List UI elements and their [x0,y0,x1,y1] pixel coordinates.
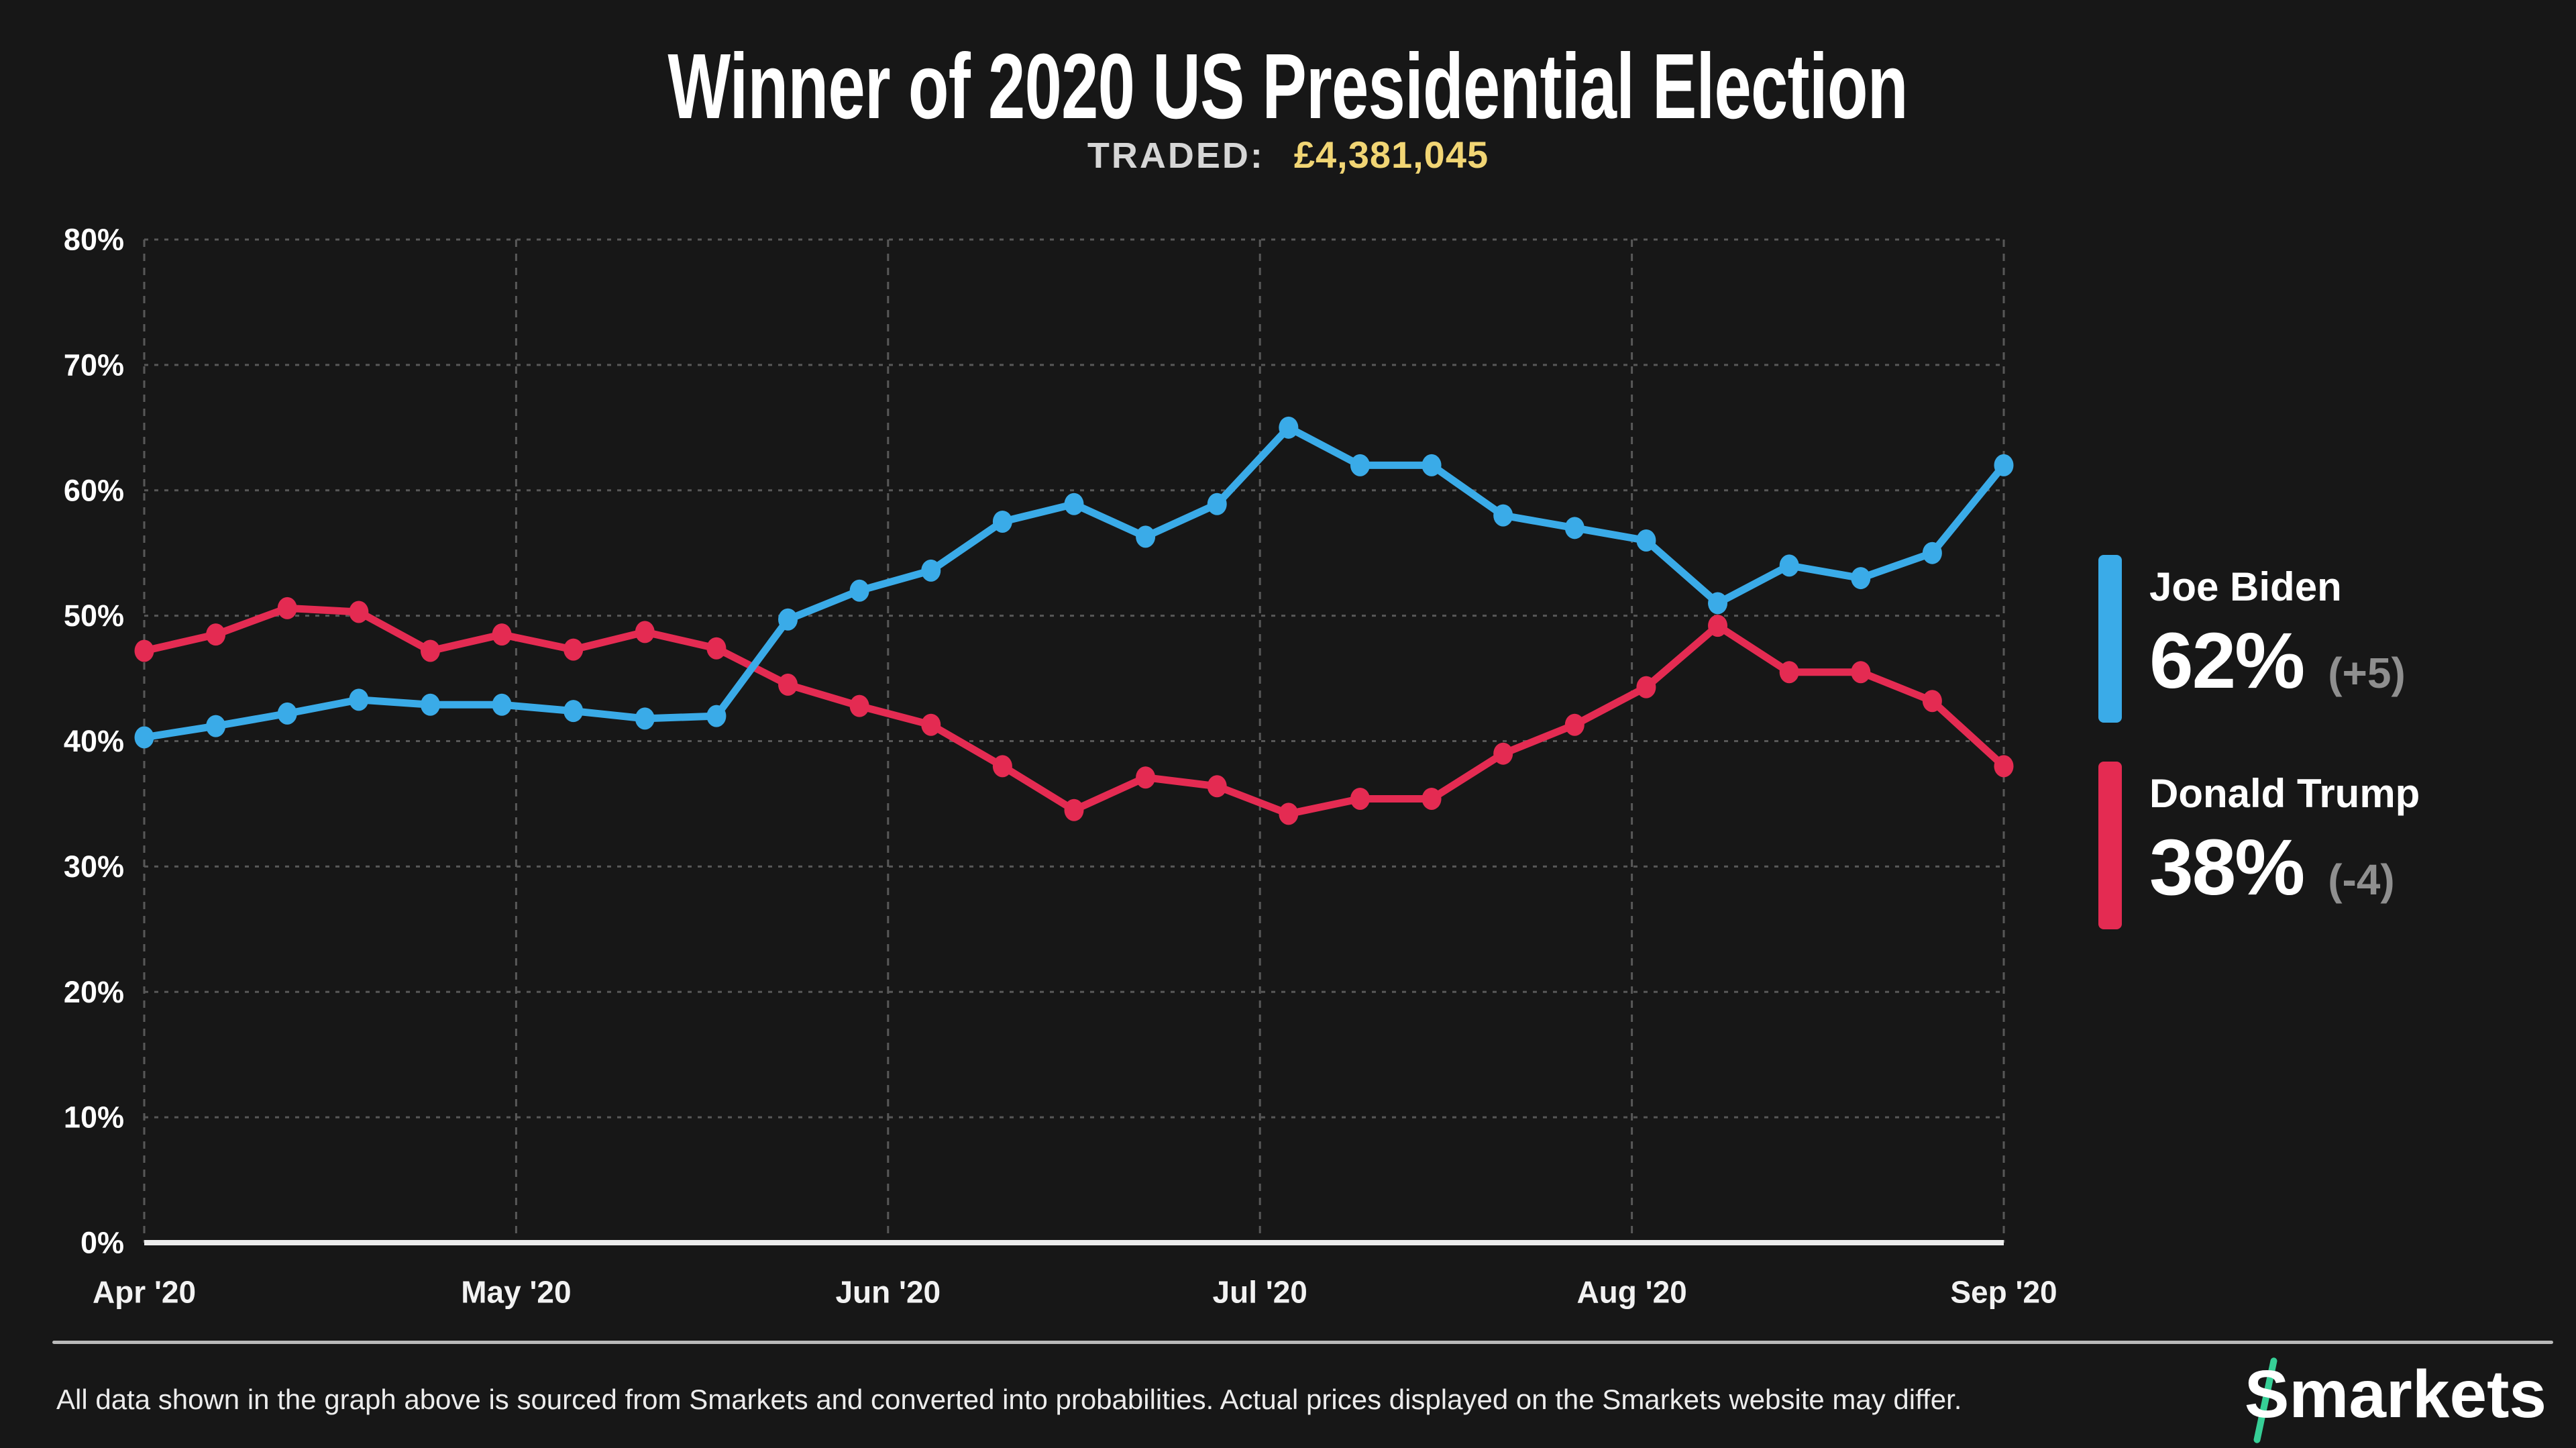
svg-text:60%: 60% [64,473,124,507]
trump-series [134,597,2014,825]
biden-color-bar [2098,555,2122,723]
y-axis-labels: 0% 10% 20% 30% 40% 50% 60% 70% 80% [64,223,124,1260]
biden-point [1779,554,1799,577]
page-title: Winner of 2020 US Presidential Election [0,34,2576,140]
svg-text:30%: 30% [64,849,124,884]
trump-point [420,639,440,662]
svg-text:50%: 50% [64,599,124,633]
trump-point [778,673,798,696]
smarkets-logo: Smarkets [2245,1357,2546,1444]
trump-point [1350,787,1370,810]
biden-value-row: 62% (+5) [2149,621,2406,701]
svg-text:Sep '20: Sep '20 [1950,1275,2057,1310]
svg-text:Jul '20: Jul '20 [1213,1275,1307,1310]
biden-point [921,559,941,582]
trump-point [206,623,226,646]
biden-point [1851,567,1871,590]
biden-name: Joe Biden [2149,564,2342,609]
svg-text:20%: 20% [64,975,124,1009]
svg-text:40%: 40% [64,724,124,758]
biden-point [635,707,655,730]
trump-point [1851,661,1871,684]
biden-point [420,693,440,716]
trump-point [1207,775,1227,798]
traded-label: TRADED: [1087,136,1265,176]
biden-point [564,700,584,723]
biden-point [1708,592,1728,615]
biden-point [1922,541,1942,564]
biden-point [992,510,1012,533]
biden-current-value: 62% [2149,617,2305,705]
biden-point [1207,493,1227,515]
trump-current-value: 38% [2149,823,2305,912]
biden-point [1279,416,1299,439]
biden-point [706,705,727,727]
trump-point [1922,690,1942,713]
biden-point [1994,454,2014,476]
trump-point [849,694,869,717]
trump-change: (-4) [2328,856,2395,904]
biden-line [140,423,2008,741]
svg-text:70%: 70% [64,348,124,382]
biden-point [349,688,369,711]
trump-point [1564,713,1585,736]
biden-point [134,726,154,749]
trump-point [706,637,727,660]
trump-point [1493,742,1513,765]
trump-point [492,623,512,646]
biden-point [1136,525,1156,548]
trump-point [1994,755,2014,778]
svg-text:Aug '20: Aug '20 [1576,1275,1686,1310]
trump-point [1064,798,1084,821]
trump-value-row: 38% (-4) [2149,828,2395,907]
biden-point [1064,493,1084,515]
biden-change: (+5) [2328,649,2406,697]
trump-point [992,755,1012,778]
svg-text:May '20: May '20 [461,1275,571,1310]
svg-text:Jun '20: Jun '20 [835,1275,941,1310]
biden-point [492,693,512,716]
trump-point [564,638,584,661]
svg-text:0%: 0% [80,1226,124,1260]
trump-point [1708,615,1728,637]
svg-text:Apr '20: Apr '20 [93,1275,196,1310]
logo-wordmark: Smarkets [2244,1357,2546,1432]
biden-point [206,715,226,737]
biden-series [134,416,2014,749]
trump-point [349,601,369,623]
biden-point [778,608,798,631]
biden-point [1421,454,1442,476]
trump-point [635,621,655,643]
trump-point [1421,787,1442,810]
trump-point [1136,766,1156,789]
chart-title: Winner of 2020 US Presidential Election [667,35,1909,138]
trump-point [921,713,941,736]
traded-row: TRADED: £4,381,045 [0,133,2576,176]
disclaimer-text: All data shown in the graph above is sou… [56,1384,1962,1415]
x-axis-labels: Apr '20 May '20 Jun '20 Jul '20 Aug '20 Sep '… [93,1275,2057,1310]
biden-point [277,702,297,725]
svg-text:10%: 10% [64,1100,124,1135]
biden-point [1350,454,1370,476]
gridlines [143,238,2005,1243]
footer-divider [52,1341,2553,1344]
traded-value: £4,381,045 [1293,134,1489,176]
trump-point [1279,803,1299,825]
svg-text:80%: 80% [64,223,124,257]
trump-point [1636,676,1656,699]
biden-point [1564,517,1585,539]
trump-point [1779,661,1799,684]
trump-color-bar [2098,762,2122,929]
trump-name: Donald Trump [2149,771,2420,816]
biden-point [1493,504,1513,527]
trump-point [277,597,297,619]
biden-point [1636,529,1656,552]
trump-point [134,639,154,662]
biden-point [849,579,869,602]
